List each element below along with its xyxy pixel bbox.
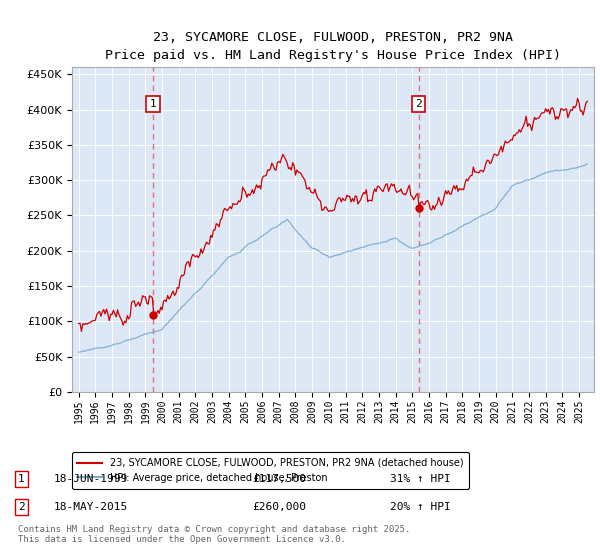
Text: 31% ↑ HPI: 31% ↑ HPI [390,474,451,484]
Text: 1: 1 [149,99,157,109]
Text: £117,500: £117,500 [252,474,306,484]
Legend: 23, SYCAMORE CLOSE, FULWOOD, PRESTON, PR2 9NA (detached house), HPI: Average pri: 23, SYCAMORE CLOSE, FULWOOD, PRESTON, PR… [71,452,469,489]
Text: 1: 1 [18,474,25,484]
Text: £260,000: £260,000 [252,502,306,512]
Text: 18-MAY-2015: 18-MAY-2015 [54,502,128,512]
Text: 2: 2 [18,502,25,512]
Title: 23, SYCAMORE CLOSE, FULWOOD, PRESTON, PR2 9NA
Price paid vs. HM Land Registry's : 23, SYCAMORE CLOSE, FULWOOD, PRESTON, PR… [105,31,561,62]
Text: Contains HM Land Registry data © Crown copyright and database right 2025.
This d: Contains HM Land Registry data © Crown c… [18,525,410,544]
Text: 18-JUN-1999: 18-JUN-1999 [54,474,128,484]
Text: 2: 2 [415,99,422,109]
Text: 20% ↑ HPI: 20% ↑ HPI [390,502,451,512]
